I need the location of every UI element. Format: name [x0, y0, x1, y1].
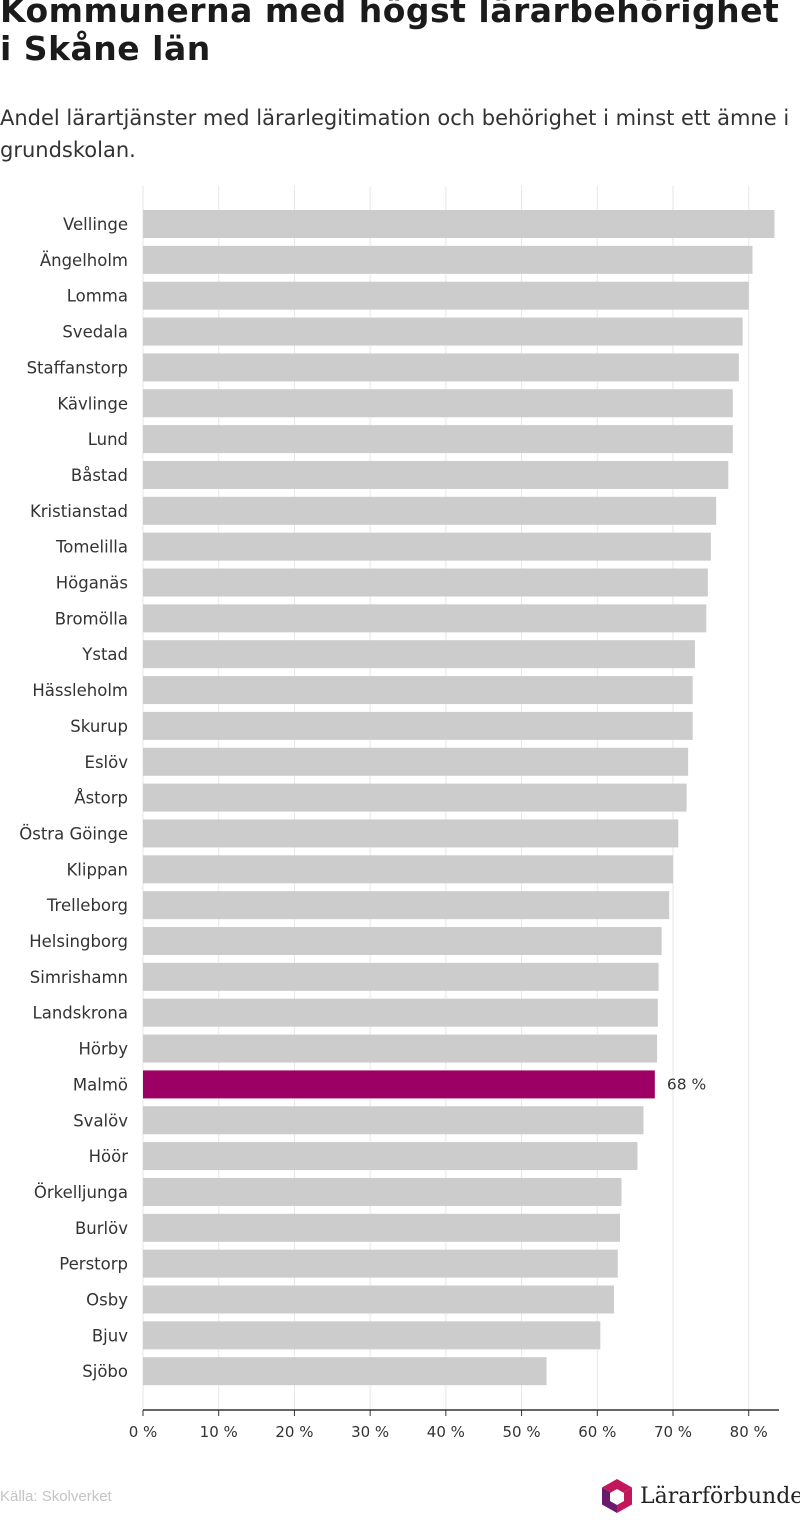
x-tick-label: 70 %	[654, 1423, 692, 1441]
category-label: Lomma	[67, 287, 128, 306]
bar	[143, 676, 693, 705]
category-label: Tomelilla	[55, 538, 128, 557]
bar	[143, 353, 739, 382]
x-tick-label: 30 %	[351, 1423, 389, 1441]
category-label: Svedala	[62, 323, 128, 342]
bar	[143, 1249, 618, 1278]
category-label: Hässleholm	[32, 681, 128, 700]
category-label: Östra Göinge	[19, 824, 128, 843]
category-label: Sjöbo	[82, 1362, 128, 1381]
bar	[143, 711, 693, 740]
category-label: Vellinge	[63, 215, 128, 234]
category-label: Hörby	[78, 1040, 128, 1059]
bar	[143, 245, 753, 274]
bars	[143, 210, 775, 1386]
x-tick-label: 20 %	[275, 1423, 313, 1441]
category-label: Staffanstorp	[27, 358, 128, 377]
chart-title: Kommunerna med högst lärarbehörighet i S…	[0, 0, 780, 68]
x-tick-label: 10 %	[200, 1423, 238, 1441]
bar	[143, 281, 749, 310]
category-label: Åstorp	[74, 789, 128, 808]
category-label: Klippan	[66, 860, 128, 879]
bar-chart: Vellinge Ängelholm Lomma Svedala Staffanstor…	[19, 186, 779, 1441]
bar	[143, 1285, 614, 1314]
category-label: Svalöv	[73, 1111, 128, 1130]
category-label: Osby	[86, 1291, 128, 1310]
bar	[143, 389, 733, 418]
category-label: Höör	[89, 1147, 129, 1166]
category-label: Ystad	[81, 645, 128, 664]
x-tick-label: 40 %	[427, 1423, 465, 1441]
category-label: Malmö	[73, 1075, 128, 1094]
category-label: Ängelholm	[40, 251, 128, 270]
category-label: Båstad	[71, 466, 128, 485]
bar	[143, 317, 743, 346]
category-label: Örkelljunga	[34, 1183, 128, 1202]
bar	[143, 998, 658, 1027]
data-label: 68 %	[667, 1075, 706, 1093]
category-label: Kävlinge	[57, 394, 128, 413]
bar	[143, 1034, 658, 1063]
bar	[143, 1177, 622, 1206]
bar	[143, 1070, 655, 1099]
x-tick-label: 50 %	[503, 1423, 541, 1441]
bar	[143, 210, 775, 238]
bar	[143, 1213, 620, 1242]
bar	[143, 891, 670, 920]
bar	[143, 532, 711, 561]
bar	[143, 604, 707, 633]
bar	[143, 783, 687, 812]
bar	[143, 1321, 601, 1350]
category-label: Landskrona	[33, 1004, 128, 1023]
x-tick-label: 60 %	[578, 1423, 616, 1441]
brand-logo: Lärarförbundet	[600, 1476, 800, 1516]
category-label: Simrishamn	[30, 968, 128, 987]
chart-subtitle: Andel lärartjänster med lärarlegitimatio…	[0, 106, 790, 162]
category-label: Burlöv	[75, 1219, 128, 1238]
bar	[143, 1142, 638, 1171]
bar	[143, 855, 673, 884]
bar	[143, 640, 695, 669]
bar	[143, 568, 708, 597]
category-label: Helsingborg	[29, 932, 128, 951]
x-axis: 0 % 10 % 20 % 30 % 40 % 50 % 60 % 70 % 80 %	[129, 1409, 779, 1441]
logo-text: Lärarförbundet	[640, 1483, 800, 1509]
category-label: Perstorp	[59, 1255, 128, 1274]
category-label: Lund	[88, 430, 128, 449]
bar	[143, 1106, 644, 1135]
x-tick-label: 0 %	[129, 1423, 158, 1441]
category-label: Trelleborg	[46, 896, 128, 915]
hexagon-logo-icon	[602, 1479, 632, 1513]
bar	[143, 460, 729, 489]
category-label: Kristianstad	[30, 502, 128, 521]
category-label: Bjuv	[92, 1326, 128, 1345]
category-label: Skurup	[70, 717, 128, 736]
category-label: Eslöv	[85, 753, 129, 772]
category-label: Bromölla	[55, 609, 128, 628]
category-label: Höganäs	[56, 574, 128, 593]
bar	[143, 1357, 547, 1386]
bar	[143, 496, 717, 525]
bar	[143, 962, 659, 991]
x-tick-label: 80 %	[730, 1423, 768, 1441]
bar	[143, 425, 733, 454]
category-labels: Vellinge Ängelholm Lomma Svedala Staffanstor…	[19, 215, 706, 1381]
source-note: Källa: Skolverket	[0, 1488, 112, 1505]
bar	[143, 819, 679, 848]
bar	[143, 747, 689, 776]
bar	[143, 927, 662, 955]
